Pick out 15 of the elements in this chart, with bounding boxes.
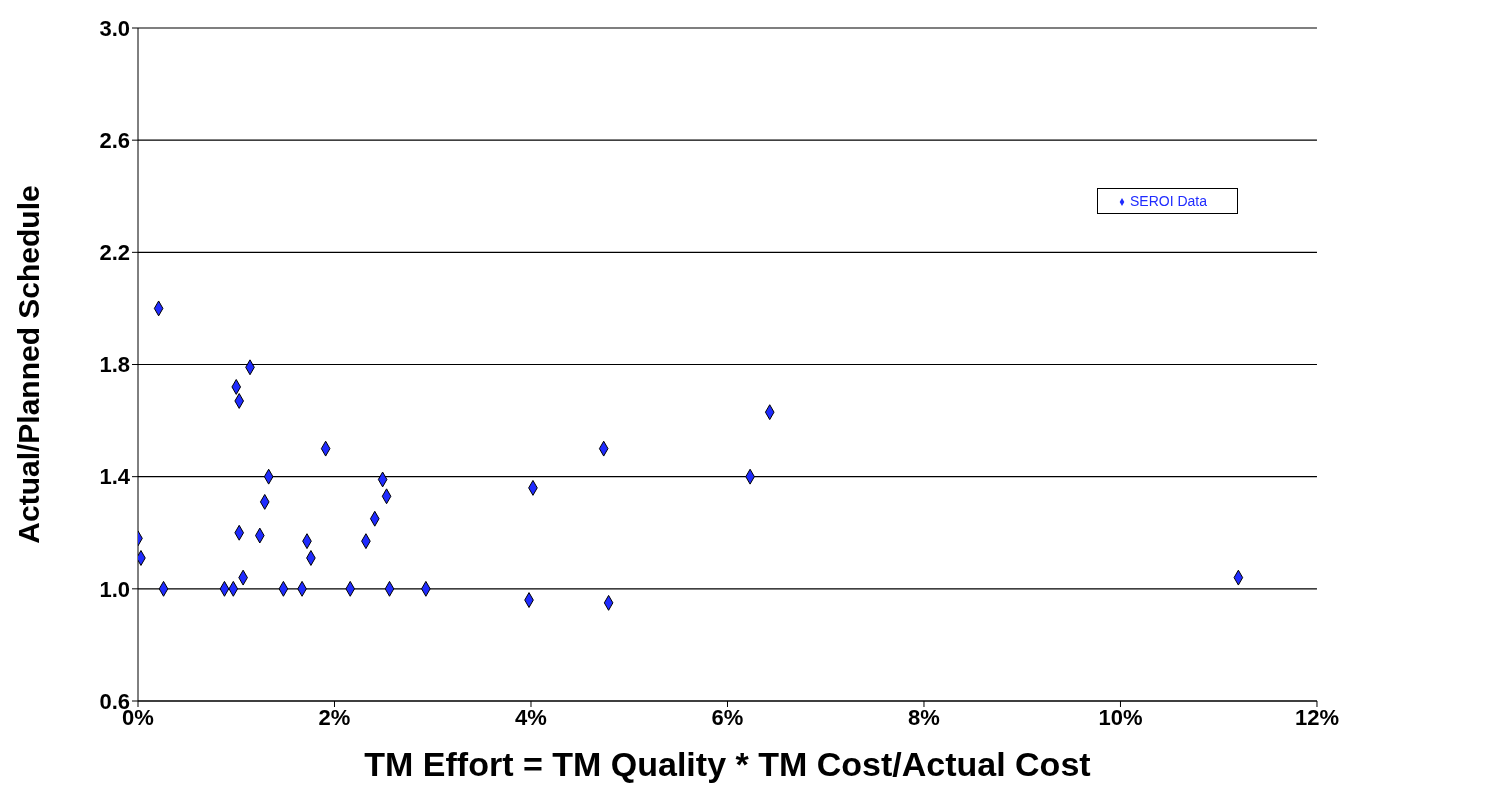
y-axis-title: Actual/Planned Schedule: [11, 185, 45, 544]
y-tick-label: 2.2: [99, 240, 130, 266]
x-tick-label: 4%: [515, 704, 547, 730]
y-tick-label: 2.6: [99, 127, 130, 153]
x-tick-label: 2%: [318, 704, 351, 730]
y-tick-label: 3.0: [99, 15, 130, 41]
x-tick-label: 12%: [1294, 704, 1339, 730]
legend-label: SEROI Data: [1129, 193, 1207, 209]
y-tick-label: 1.0: [99, 576, 130, 602]
x-axis-title: TM Effort = TM Quality * TM Cost/Actual Cost: [364, 745, 1091, 783]
x-tick-label: 8%: [908, 704, 940, 730]
x-tick-label: 10%: [1098, 704, 1143, 730]
x-tick-label: 6%: [711, 704, 744, 730]
y-tick-label: 1.8: [99, 352, 130, 378]
y-tick-label: 1.4: [99, 464, 131, 490]
